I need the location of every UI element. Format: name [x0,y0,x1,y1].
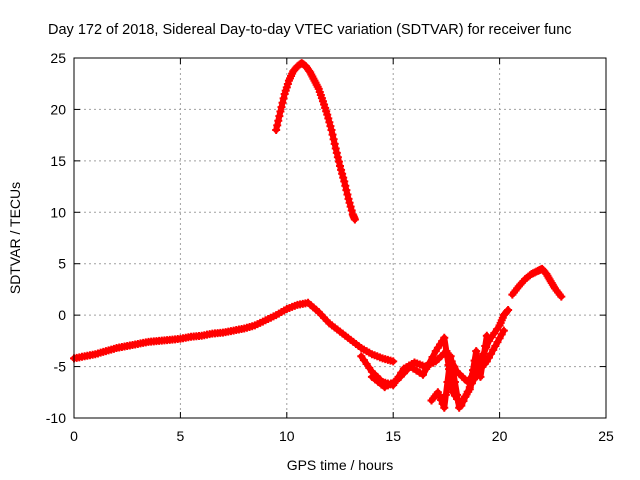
data-point [479,352,488,361]
data-point [350,215,359,224]
data-point [343,190,352,199]
data-point [347,206,356,215]
data-point [425,358,434,367]
y-tick-label: 10 [50,204,66,220]
data-point [341,181,350,190]
chart-title: Day 172 of 2018, Sidereal Day-to-day VTE… [48,22,572,38]
data-point [428,353,437,362]
data-point [279,94,288,103]
data-point [433,388,442,397]
data-point [435,392,444,401]
data-point [346,202,355,211]
x-tick-label: 0 [70,428,78,444]
data-point [273,121,282,130]
data-point [478,362,487,371]
data-point [338,169,347,178]
data-point [503,307,512,316]
y-tick-label: 15 [50,153,66,169]
plot-frame [73,57,607,419]
data-point [340,177,349,186]
data-point [482,331,491,340]
data-point [276,107,285,116]
data-point [557,292,566,301]
data-point [331,144,340,153]
data-point [440,333,449,342]
data-point [278,98,287,107]
data-point [325,118,334,127]
data-point [481,342,490,350]
data-point [334,157,343,166]
y-tick-label: 25 [50,50,66,66]
series-late-arc [508,264,566,301]
y-tick-label: 5 [58,256,66,272]
data-point [272,126,281,134]
data-point [329,135,338,144]
y-tick-label: -10 [46,410,66,426]
data-point [438,399,447,408]
data-point [437,396,446,404]
data-point [465,385,474,394]
x-tick-label: 25 [598,428,614,444]
y-tick-label: -5 [54,359,67,375]
data-point [473,353,482,362]
data-point [327,126,336,134]
y-tick-label: 0 [58,307,66,323]
data-point [333,153,342,162]
data-point [339,173,348,182]
data-point [274,116,283,125]
data-point [275,112,284,121]
data-point [337,165,346,174]
data-point [332,148,341,157]
data-point [345,198,354,207]
data-point [440,403,449,412]
data-point [446,352,455,361]
data-point [277,103,286,112]
data-point [326,122,335,131]
data-point [504,306,513,314]
data-point [450,378,459,386]
series-arc-upper [272,59,359,224]
x-tick-label: 5 [177,428,185,444]
data-point [324,114,333,123]
series-scattered [427,331,491,412]
data-point [342,186,351,195]
y-tick-label: 20 [50,101,66,117]
data-point [389,357,398,366]
data-point [323,110,332,119]
data-point [418,370,427,379]
grid [74,58,606,418]
series-main-track [70,298,398,366]
y-axis-label: SDTVAR / TECUs [7,182,23,294]
data-point [448,365,457,374]
data-point [443,378,452,386]
data-point [336,162,344,170]
series-layer [70,59,566,412]
data-point [499,326,508,335]
data-point [476,372,485,381]
x-tick-label: 10 [279,428,295,444]
data-point [472,347,481,356]
data-point [441,390,450,399]
data-point [330,139,339,148]
x-axis-label: GPS time / hours [287,457,394,473]
data-point [442,347,451,356]
data-point [328,130,337,139]
data-point [344,194,353,203]
data-point [467,375,476,384]
x-tick-label: 15 [385,428,401,444]
data-point [453,390,462,399]
data-point [422,364,431,373]
ticks: 0 5 10 15 20 25 -10 -5 0 5 10 15 20 25 [46,50,614,444]
x-tick-label: 20 [492,428,508,444]
